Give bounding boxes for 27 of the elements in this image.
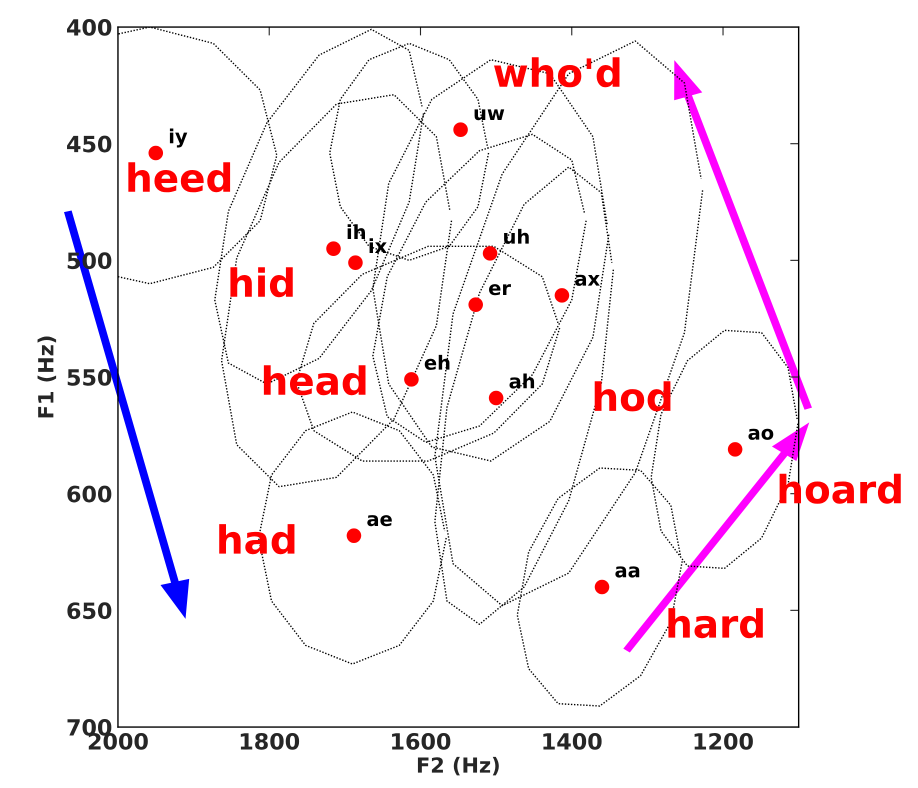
data-label: aa <box>615 566 640 578</box>
annotation: hid <box>230 267 293 298</box>
data-label: ao <box>748 428 774 440</box>
annotation: head <box>264 365 366 396</box>
y-axis-title: F1 (Hz) <box>38 336 56 418</box>
data-label: er <box>489 284 511 296</box>
x-axis-title: F2 (Hz) <box>418 756 499 776</box>
y-tick-label: 450 <box>67 136 112 152</box>
x-tick-label: 1800 <box>240 732 300 750</box>
annotation: hard <box>668 608 763 638</box>
annotation: heed <box>128 162 230 192</box>
y-tick-label: 400 <box>67 18 112 36</box>
data-label: eh <box>424 354 450 370</box>
x-tick-label: 1600 <box>392 732 450 750</box>
x-tick-label: 1200 <box>694 732 753 750</box>
data-label: uw <box>474 109 504 120</box>
y-tick-label: 650 <box>67 602 112 620</box>
data-label: ae <box>367 515 392 526</box>
y-tick-label: 550 <box>68 368 112 386</box>
data-label: ah <box>509 374 534 389</box>
x-tick-label: 1400 <box>543 732 602 750</box>
data-label: ax <box>575 274 600 286</box>
annotation: had <box>219 524 294 554</box>
data-label: uh <box>504 228 529 244</box>
data-label: iy <box>170 128 188 148</box>
data-label: ih <box>348 224 366 239</box>
y-tick-label: 600 <box>67 486 112 502</box>
